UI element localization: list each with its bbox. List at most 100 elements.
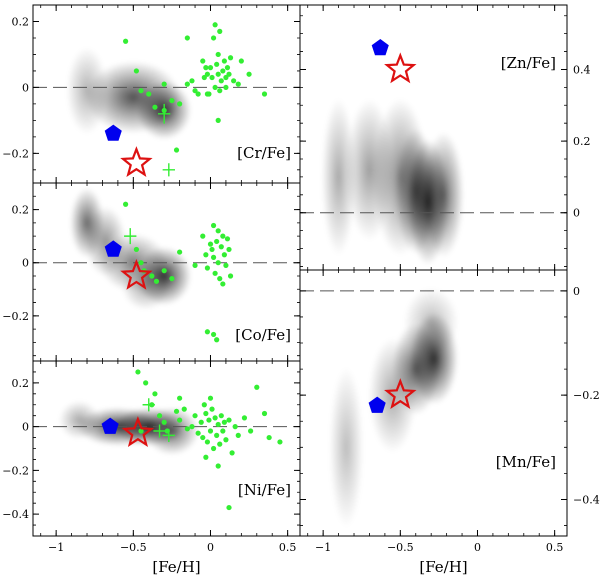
data-point — [215, 463, 221, 469]
data-point — [184, 81, 190, 87]
data-point — [224, 236, 231, 242]
data-point — [214, 61, 220, 67]
data-point — [177, 417, 183, 423]
pentagon-marker — [101, 417, 119, 434]
density-blob — [404, 287, 459, 357]
data-point — [215, 51, 221, 58]
data-point — [203, 65, 209, 71]
data-point — [192, 262, 198, 268]
panel-label: [Cr/Fe] — [237, 144, 291, 162]
data-point — [195, 430, 201, 436]
x-tick-label: 0.5 — [279, 541, 297, 554]
data-point — [215, 260, 221, 266]
data-point — [231, 78, 237, 84]
x-axis-label: [Fe/H] — [152, 558, 200, 576]
data-point — [210, 445, 217, 452]
data-point — [146, 91, 152, 97]
data-point — [169, 97, 175, 104]
data-point — [212, 22, 218, 28]
data-point — [221, 58, 227, 64]
data-point — [223, 74, 229, 81]
data-point — [149, 273, 155, 279]
data-point — [123, 201, 129, 207]
data-point — [210, 331, 217, 338]
x-tick-label: −1 — [315, 541, 331, 554]
data-point — [204, 439, 210, 445]
data-point — [218, 413, 224, 419]
data-point — [223, 437, 229, 443]
data-point — [226, 71, 232, 77]
density-blob — [423, 131, 464, 258]
data-point — [218, 244, 224, 250]
data-point — [217, 441, 223, 447]
data-point — [138, 428, 144, 434]
y-tick-label: 0.2 — [573, 135, 591, 148]
density-blob — [329, 367, 364, 528]
data-point — [215, 71, 221, 77]
error-bar-point — [124, 228, 137, 245]
data-point — [195, 91, 201, 97]
data-point — [203, 454, 209, 460]
data-point — [207, 241, 214, 247]
data-point — [200, 58, 206, 64]
data-point — [210, 222, 217, 229]
data-point — [214, 337, 220, 343]
y-tick-label: −0.2 — [2, 310, 29, 323]
error-bar-point — [162, 428, 175, 442]
density-map — [70, 187, 192, 310]
y-tick-label: 0.2 — [12, 204, 30, 217]
data-point — [200, 233, 206, 239]
density-blob — [121, 263, 170, 310]
panel-ni: −0.4 −0.2 0 0.2 −1 −0.5 0 0.5 [Fe/H] [Ni/Fe] — [2, 360, 301, 576]
data-point — [266, 434, 272, 441]
data-point — [153, 278, 160, 284]
data-point — [223, 84, 229, 91]
y-tick-label: −0.4 — [573, 493, 600, 506]
panel-label: [Mn/Fe] — [496, 453, 556, 471]
data-point — [192, 413, 198, 419]
panel-mn: −0.4 −0.2 0 −1 −0.5 0 0.5 [Fe/H] [Mn/Fe] — [299, 269, 600, 576]
panel-co: −0.2 0 0.2 [Co/Fe] — [2, 182, 301, 362]
star-marker — [121, 416, 155, 447]
y-tick-label: 0 — [22, 81, 29, 94]
data-point — [232, 424, 238, 430]
data-point — [161, 419, 167, 425]
data-point — [212, 84, 218, 91]
density-blob — [321, 98, 356, 256]
data-point — [214, 432, 220, 438]
data-point — [215, 117, 221, 123]
y-tick-label: 0 — [573, 207, 580, 220]
y-tick-label: −0.2 — [573, 389, 600, 402]
pentagon-marker — [104, 240, 122, 257]
data-point — [143, 380, 149, 386]
data-point — [227, 55, 234, 61]
data-point — [218, 78, 224, 84]
data-point — [203, 410, 209, 417]
data-point — [226, 504, 232, 511]
data-point — [204, 91, 210, 97]
data-point — [169, 276, 175, 282]
data-point — [192, 88, 198, 94]
x-tick-label: 0 — [474, 541, 481, 554]
data-point — [133, 246, 140, 253]
density-map — [321, 98, 464, 265]
data-point — [181, 406, 187, 412]
data-point — [246, 71, 252, 77]
density-blob — [144, 406, 200, 456]
x-tick-label: 0.5 — [546, 541, 564, 554]
y-tick-label: −0.2 — [2, 147, 29, 160]
data-point — [235, 432, 241, 438]
y-tick-label: 0 — [22, 257, 29, 270]
data-point — [221, 252, 227, 258]
data-point — [209, 406, 215, 412]
data-point — [203, 252, 209, 258]
y-tick-label: 0.2 — [12, 377, 30, 390]
error-bar-point — [162, 163, 175, 177]
data-point — [173, 408, 180, 414]
data-point — [220, 281, 226, 287]
x-axis-label: [Fe/H] — [419, 558, 467, 576]
data-point — [206, 417, 212, 423]
data-point — [220, 428, 226, 434]
data-point — [152, 391, 158, 397]
